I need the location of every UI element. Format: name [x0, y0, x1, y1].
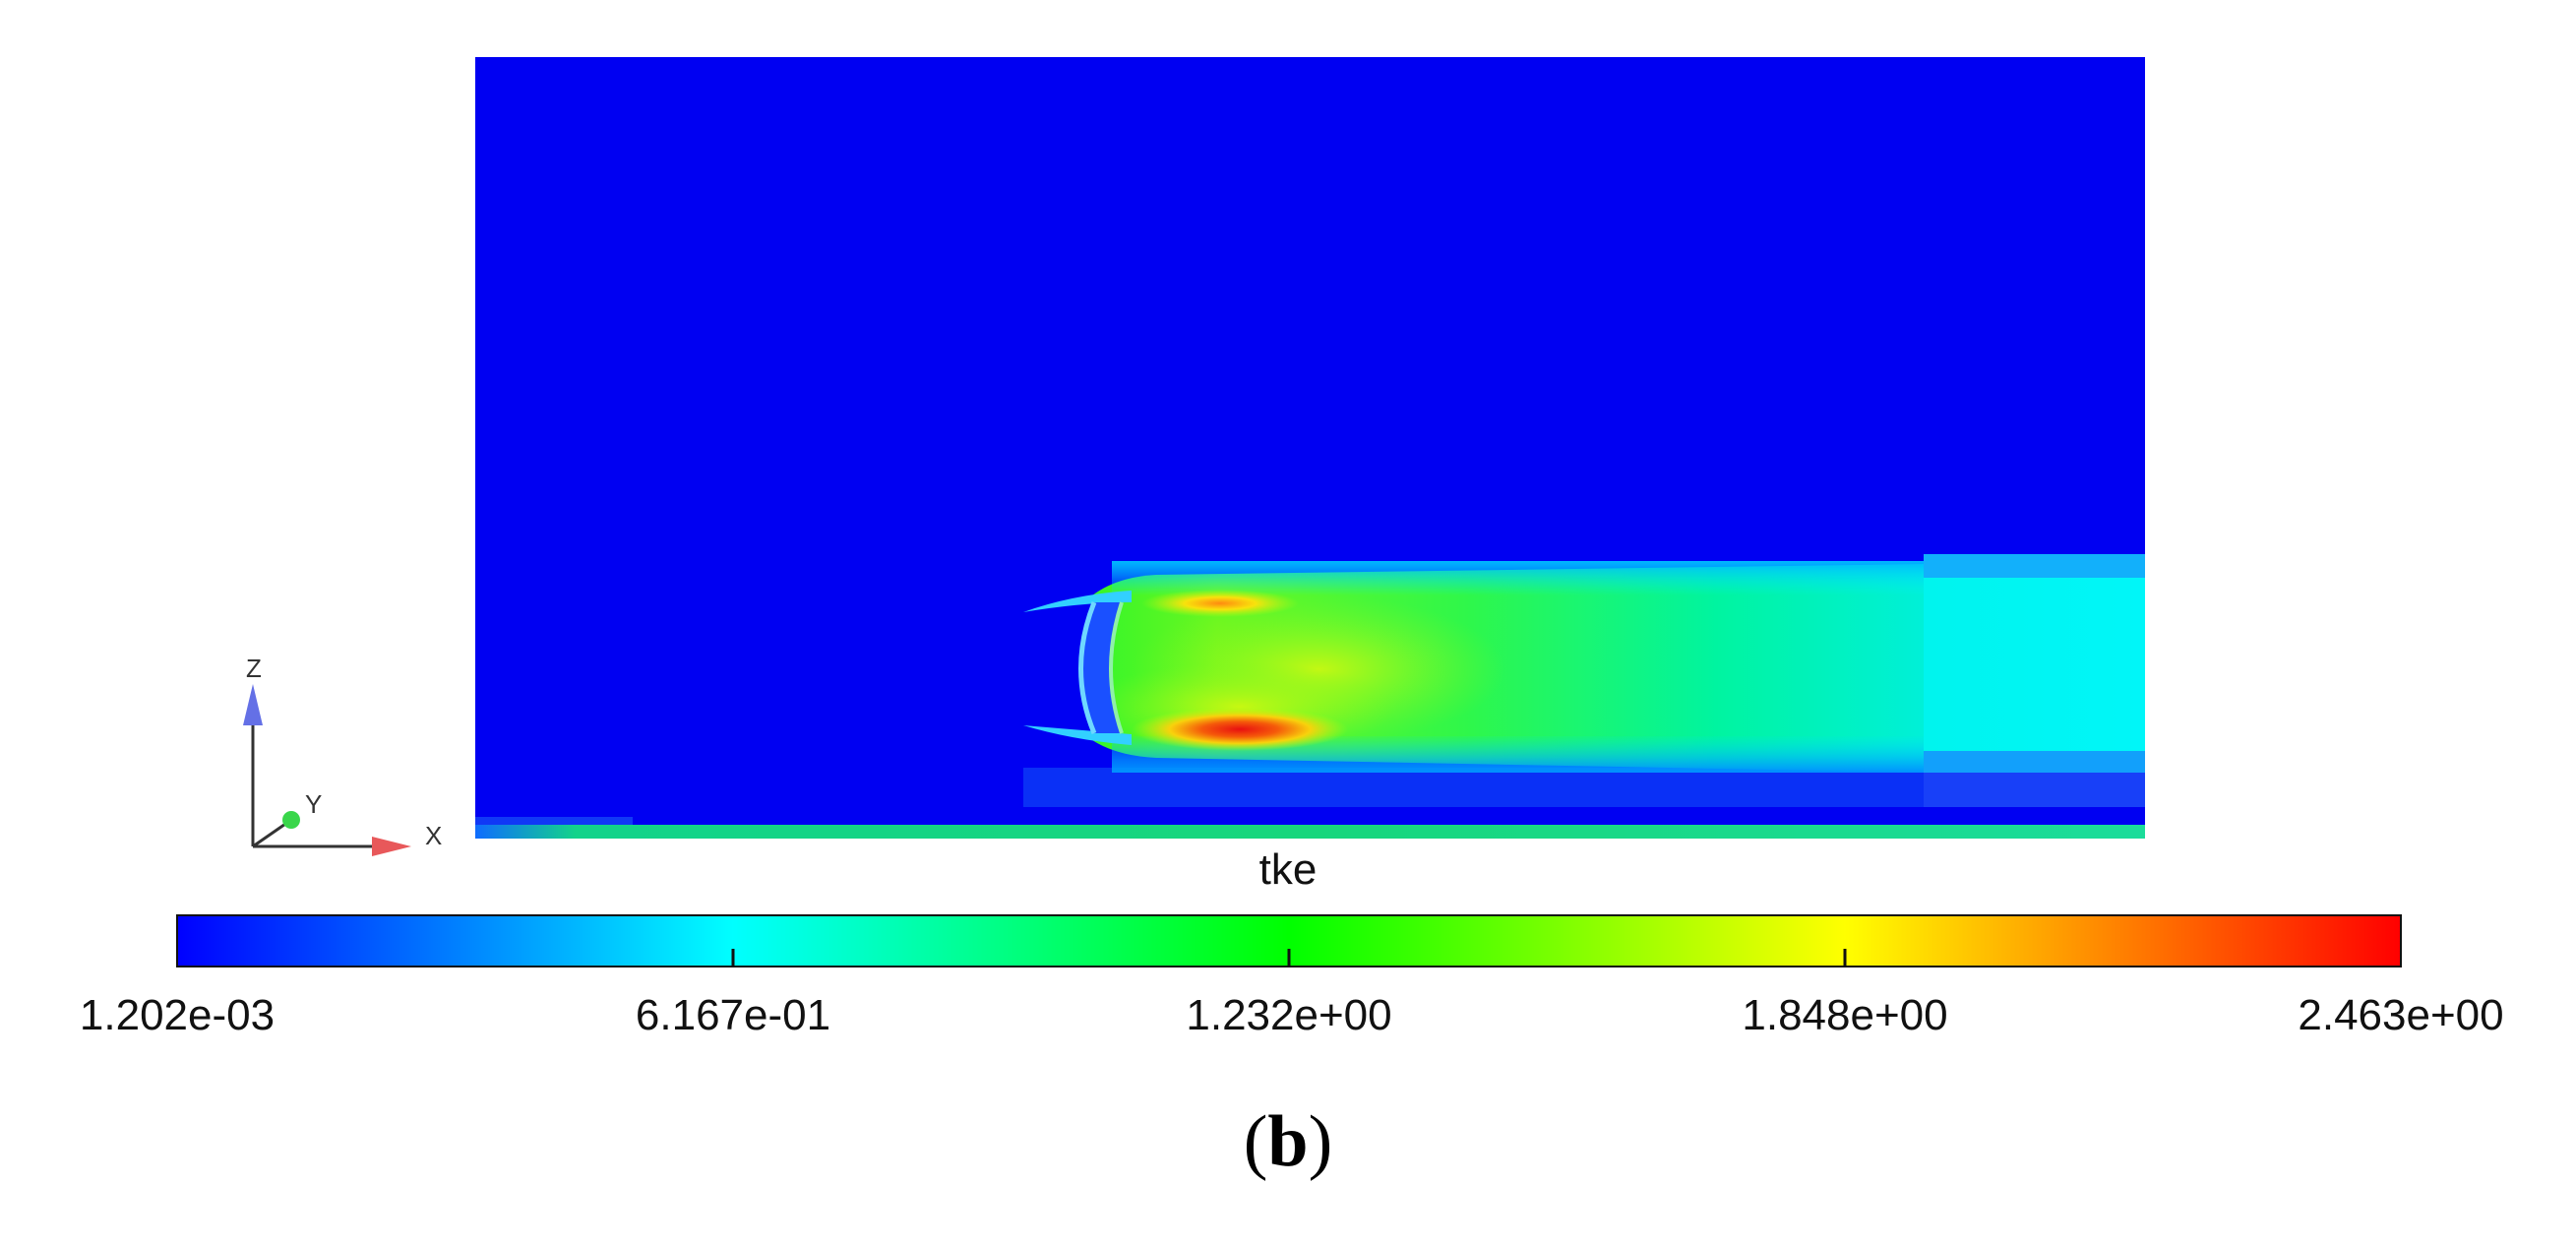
- variable-label: tke: [1259, 845, 1318, 894]
- downstream-region: [1924, 554, 2145, 773]
- contour-field: [475, 57, 2145, 839]
- x-axis-arrow: [372, 837, 411, 856]
- panel-letter: b: [1267, 1101, 1309, 1182]
- colorbar-tick-label: 1.202e-03: [80, 991, 275, 1039]
- x-axis-label: X: [425, 821, 442, 850]
- ground-layer: [475, 825, 2145, 839]
- colorbar-tick-labels: 1.202e-03 6.167e-01 1.232e+00 1.848e+00 2.46…: [80, 991, 2504, 1039]
- nozzle-lip-top: [1023, 591, 1132, 612]
- colorbar-ticks: [731, 949, 1847, 967]
- colorbar-tick-label: 6.167e-01: [636, 991, 830, 1039]
- y-axis-label: Y: [305, 789, 322, 819]
- y-axis-dot: [282, 811, 300, 829]
- z-axis-arrow: [243, 684, 263, 725]
- nozzle-pocket: [1080, 602, 1122, 733]
- hot-spot-bottom: [1132, 708, 1348, 751]
- z-axis-label: Z: [246, 654, 262, 683]
- caption-close-paren: ): [1308, 1101, 1333, 1182]
- hot-spot-top: [1141, 590, 1299, 617]
- axes-triad: Z X Y: [243, 654, 442, 856]
- nozzle-lip-bottom: [1023, 725, 1132, 745]
- colorbar-tick-label: 1.232e+00: [1186, 991, 1391, 1039]
- colorbar-tick-label: 2.463e+00: [2298, 991, 2503, 1039]
- colorbar-tick-label: 1.848e+00: [1742, 991, 1947, 1039]
- colorbar: 1.202e-03 6.167e-01 1.232e+00 1.848e+00 2.46…: [80, 914, 2504, 1039]
- caption-open-paren: (: [1243, 1101, 1268, 1182]
- panel-caption: (b): [0, 1100, 2576, 1184]
